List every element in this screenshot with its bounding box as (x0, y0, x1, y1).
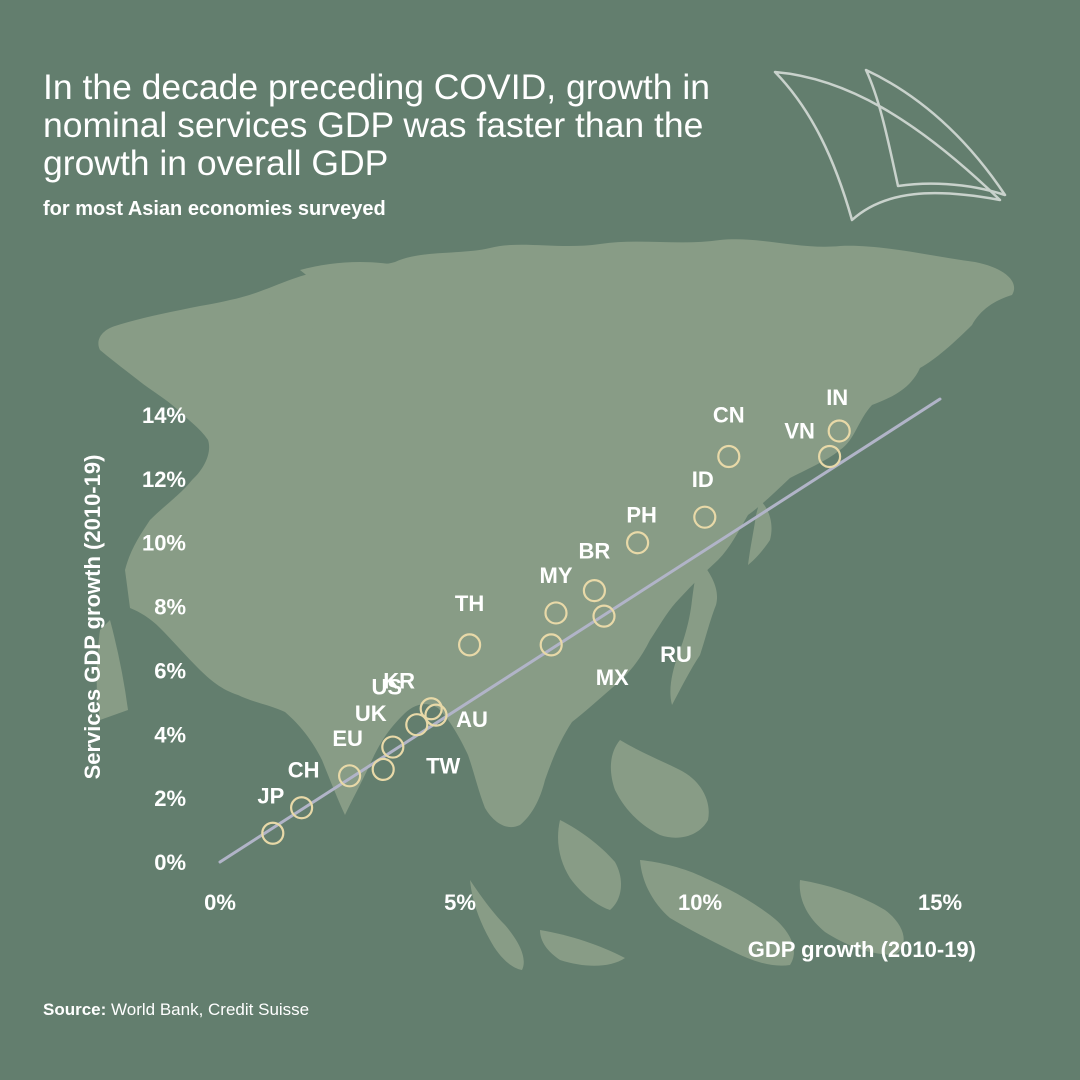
point-marker-th (458, 633, 482, 657)
point-marker-vn (817, 444, 842, 469)
point-marker-in (827, 419, 851, 443)
point-marker-jp (261, 821, 285, 845)
y-tick-label: 0% (154, 850, 186, 875)
point-marker-uk (381, 735, 405, 759)
point-marker-kr (419, 697, 443, 721)
chart-title: In the decade preceding COVID, growth in… (43, 67, 710, 183)
point-label-id: ID (692, 467, 714, 492)
source-text: World Bank, Credit Suisse (111, 1000, 310, 1019)
point-label-kr: KR (383, 669, 415, 694)
y-tick-label: 10% (142, 531, 186, 556)
point-label-vn: VN (784, 419, 815, 444)
x-axis-label: GDP growth (2010-19) (748, 937, 976, 962)
y-tick-label: 6% (154, 658, 186, 683)
point-marker-au (424, 703, 448, 727)
y-tick-label: 12% (142, 467, 186, 492)
point-label-th: TH (455, 591, 484, 616)
point-label-us: US (372, 675, 403, 700)
point-label-jp: JP (257, 783, 284, 808)
point-label-uk: UK (355, 701, 387, 726)
x-tick-label: 15% (918, 890, 962, 915)
point-marker-eu (338, 764, 362, 788)
source-note: Source: World Bank, Credit Suisse (43, 1000, 309, 1020)
point-marker-id (693, 505, 717, 529)
point-label-tw: TW (426, 753, 460, 778)
point-marker-us (405, 713, 429, 737)
reference-line (218, 397, 942, 864)
y-tick-label: 2% (154, 786, 186, 811)
point-label-eu: EU (332, 726, 363, 751)
x-tick-label: 10% (678, 890, 722, 915)
point-marker-tw (371, 757, 395, 782)
point-label-br: BR (579, 539, 611, 564)
source-label: Source: (43, 1000, 107, 1019)
y-tick-label: 4% (154, 722, 186, 747)
y-tick-label: 8% (154, 595, 186, 620)
x-tick-label: 0% (204, 890, 236, 915)
point-marker-my (544, 601, 568, 625)
point-label-in: IN (826, 385, 848, 410)
asia-map-background (96, 239, 1015, 970)
point-marker-cn (717, 444, 741, 469)
point-marker-ph (625, 531, 650, 555)
point-marker-mx (539, 633, 563, 657)
sail-logo-icon (773, 68, 1007, 222)
point-marker-ru (592, 604, 616, 628)
y-tick-label: 14% (142, 403, 186, 428)
chart-subtitle: for most Asian economies surveyed (43, 198, 386, 220)
point-marker-ch (290, 796, 314, 820)
point-label-cn: CN (713, 403, 745, 428)
point-label-my: MY (540, 563, 573, 588)
point-label-ch: CH (288, 758, 320, 783)
point-label-au: AU (456, 707, 488, 732)
point-label-mx: MX (596, 665, 629, 690)
point-label-ru: RU (660, 642, 692, 667)
point-label-ph: PH (626, 503, 657, 528)
point-marker-br (582, 579, 607, 603)
x-tick-label: 5% (444, 890, 476, 915)
y-axis-label: Services GDP growth (2010-19) (80, 455, 105, 780)
